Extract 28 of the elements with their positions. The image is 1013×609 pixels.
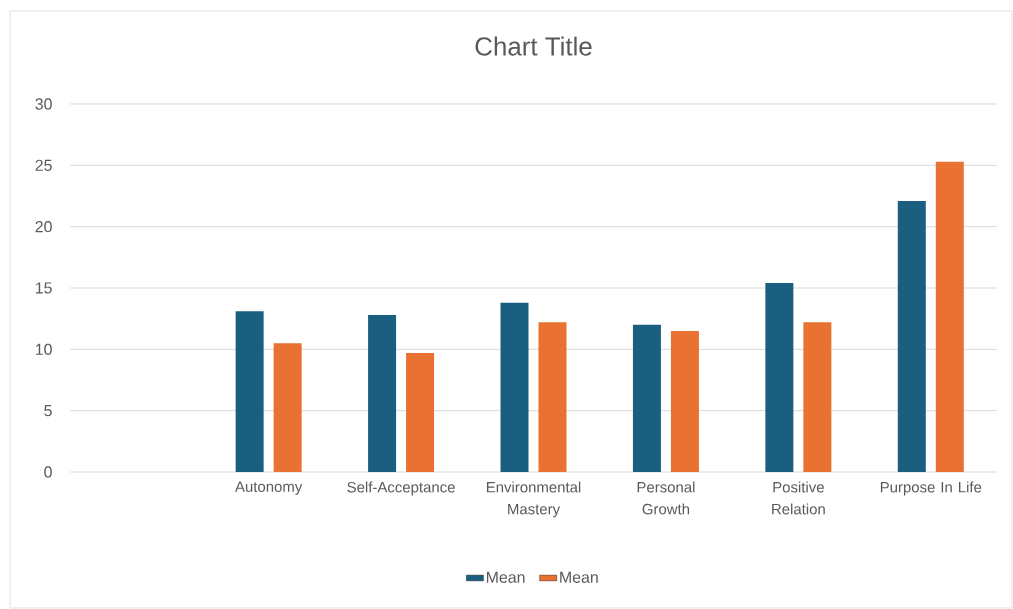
bar [897, 200, 926, 472]
bar [500, 302, 529, 472]
bar [765, 283, 794, 472]
x-tick-label: Autonomy [235, 481, 303, 495]
bar [632, 324, 661, 472]
legend-label: Mean [486, 571, 525, 583]
bar [406, 353, 435, 472]
y-tick-label: 20 [35, 221, 52, 233]
bar [803, 322, 832, 472]
y-tick-label: 30 [35, 98, 52, 110]
x-tick-label: Personal Growth [637, 481, 695, 515]
y-tick-label: 5 [44, 405, 52, 417]
bar [935, 161, 964, 472]
x-tick-label: Self-Acceptance [347, 481, 455, 496]
x-tick-label: Positive Relation [772, 481, 825, 515]
bar [235, 311, 264, 472]
y-tick-label: 10 [35, 343, 52, 355]
bar [368, 314, 397, 472]
bar [538, 322, 567, 472]
x-tick-label: Purpose In Life [880, 481, 982, 496]
x-tick-label: Environmental Mastery [486, 481, 581, 518]
chart-title: Chart Title [475, 36, 592, 56]
y-tick-label: 0 [44, 466, 52, 478]
y-tick-label: 25 [35, 159, 52, 171]
bar [273, 343, 302, 472]
y-tick-label: 15 [35, 282, 52, 294]
legend-label: Mean [560, 571, 598, 583]
bar [670, 330, 699, 472]
